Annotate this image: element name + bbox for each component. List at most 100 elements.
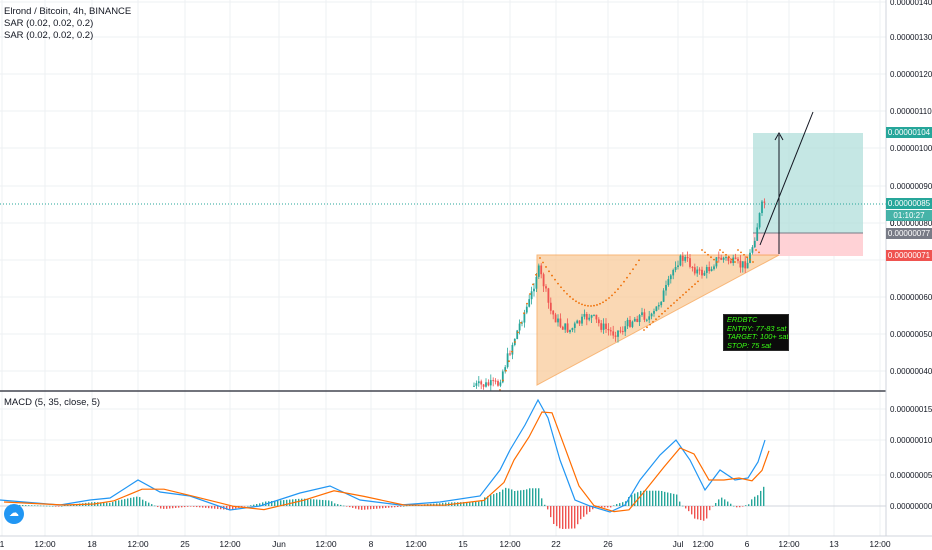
indicator-macd[interactable]: MACD (5, 35, close, 5) <box>4 397 101 408</box>
histogram-bar <box>121 499 123 506</box>
annotation-line: STOP: 75 sat <box>727 340 772 350</box>
candle-body <box>662 290 665 302</box>
sar-dot <box>667 307 669 310</box>
histogram-bar <box>685 506 687 509</box>
sar-dot <box>526 302 528 305</box>
histogram-bar <box>667 492 669 506</box>
candle-body <box>547 288 550 303</box>
candle-body <box>727 257 730 261</box>
candle-body <box>511 344 514 355</box>
histogram-bar <box>640 490 642 506</box>
sar-dot <box>682 294 684 296</box>
sar-dot <box>704 251 706 254</box>
sar-dot <box>629 272 631 275</box>
cloud-logo-icon[interactable]: ☁ <box>4 504 24 524</box>
price-tick-label: 0.00000120 <box>890 70 932 79</box>
histogram-bar <box>340 504 342 506</box>
histogram-bar <box>364 506 366 510</box>
sar-dot <box>542 261 544 264</box>
histogram-bar <box>28 505 30 506</box>
macd-tick-label: 0.00000000 <box>890 502 932 511</box>
histogram-bar <box>715 503 717 506</box>
candle-body <box>597 319 600 324</box>
candle-body <box>739 260 742 268</box>
candle-body <box>542 274 545 287</box>
histogram-bar <box>478 501 480 506</box>
histogram-bar <box>655 490 657 506</box>
sar-dot <box>508 360 510 363</box>
sar-dot <box>551 274 553 277</box>
histogram-bar <box>25 505 27 506</box>
histogram-bar <box>187 506 189 507</box>
sar-dot <box>707 253 709 256</box>
histogram-bar <box>145 501 147 506</box>
sar-dot <box>572 298 574 301</box>
candle-body <box>746 262 749 269</box>
histogram-bar <box>106 502 108 506</box>
candle-body <box>537 265 540 277</box>
candle-body <box>758 213 761 228</box>
histogram-bar <box>274 500 276 506</box>
candle-body <box>585 314 588 320</box>
histogram-bar <box>136 496 138 506</box>
ascending-triangle <box>536 254 780 386</box>
time-tick-label: 15 <box>458 539 468 549</box>
histogram-bar <box>616 504 618 506</box>
symbol-title[interactable]: Elrond / Bitcoin, 4h, BINANCE <box>4 6 132 17</box>
histogram-bar <box>592 506 594 510</box>
indicator-sar-2[interactable]: SAR (0.02, 0.02, 0.2) <box>4 30 94 41</box>
histogram-bar <box>271 501 273 506</box>
time-axis[interactable]: 1 12:00 18 12:00 25 12:00 Jun 12:00 8 12:00 15 12:0… <box>0 539 891 549</box>
sar-dot <box>694 283 696 285</box>
price-tick-label: 0.00000080 <box>890 219 932 228</box>
annotation-line: ENTRY: 77-83 sat <box>727 323 787 333</box>
histogram-bar <box>220 506 222 510</box>
candle-body <box>660 301 663 306</box>
candle-body <box>725 257 727 259</box>
time-tick-label: 1 <box>0 539 5 549</box>
histogram-bar <box>664 491 666 506</box>
histogram-bar <box>544 504 546 506</box>
time-tick-label: 12:00 <box>778 539 800 549</box>
histogram-bar <box>709 506 711 511</box>
trade-annotation[interactable]: ERDBTC ENTRY: 77-83 sat TARGET: 100+ sat… <box>723 314 789 351</box>
macd-axis[interactable]: 0.00000015 0.00000010 0.00000005 0.00000000 <box>890 405 932 511</box>
histogram-bar <box>325 500 327 506</box>
time-tick-label: 22 <box>551 539 561 549</box>
histogram-bar <box>475 501 477 506</box>
sar-dot <box>688 288 690 291</box>
histogram-bar <box>316 499 318 506</box>
candle-body <box>552 310 555 315</box>
histogram-bar <box>133 497 135 506</box>
histogram-bar <box>484 497 486 506</box>
histogram-bar <box>490 495 492 506</box>
macd-legend: MACD (5, 35, close, 5) <box>4 397 100 409</box>
chart-legend: Elrond / Bitcoin, 4h, BINANCE SAR (0.02,… <box>4 6 131 42</box>
histogram-bar <box>562 506 564 529</box>
candle-body <box>701 269 703 276</box>
candle-body <box>612 331 615 336</box>
candle-body <box>708 267 711 272</box>
sar-dot <box>608 297 610 299</box>
histogram-bar <box>523 489 525 506</box>
histogram-bar <box>697 506 699 520</box>
histogram-bar <box>376 506 378 509</box>
candle-body <box>499 382 502 386</box>
candle-body <box>722 257 725 260</box>
sar-dot <box>626 276 628 279</box>
time-tick-label: Jul <box>673 539 684 549</box>
histogram-bar <box>226 506 228 510</box>
price-axis[interactable]: 0.00000140 0.00000130 0.00000120 0.00000110… <box>890 0 932 376</box>
indicator-sar-1[interactable]: SAR (0.02, 0.02, 0.2) <box>4 18 94 29</box>
histogram-bar <box>613 505 615 506</box>
histogram-bar <box>55 506 57 507</box>
sar-dot <box>511 350 513 353</box>
price-tick-label: 0. <box>890 219 897 228</box>
histogram-bar <box>700 506 702 521</box>
histogram-bar <box>550 506 552 518</box>
histogram-bar <box>49 505 51 507</box>
arrow-up-icon <box>774 131 784 141</box>
sar-dot <box>664 310 666 312</box>
histogram-bar <box>358 506 360 510</box>
